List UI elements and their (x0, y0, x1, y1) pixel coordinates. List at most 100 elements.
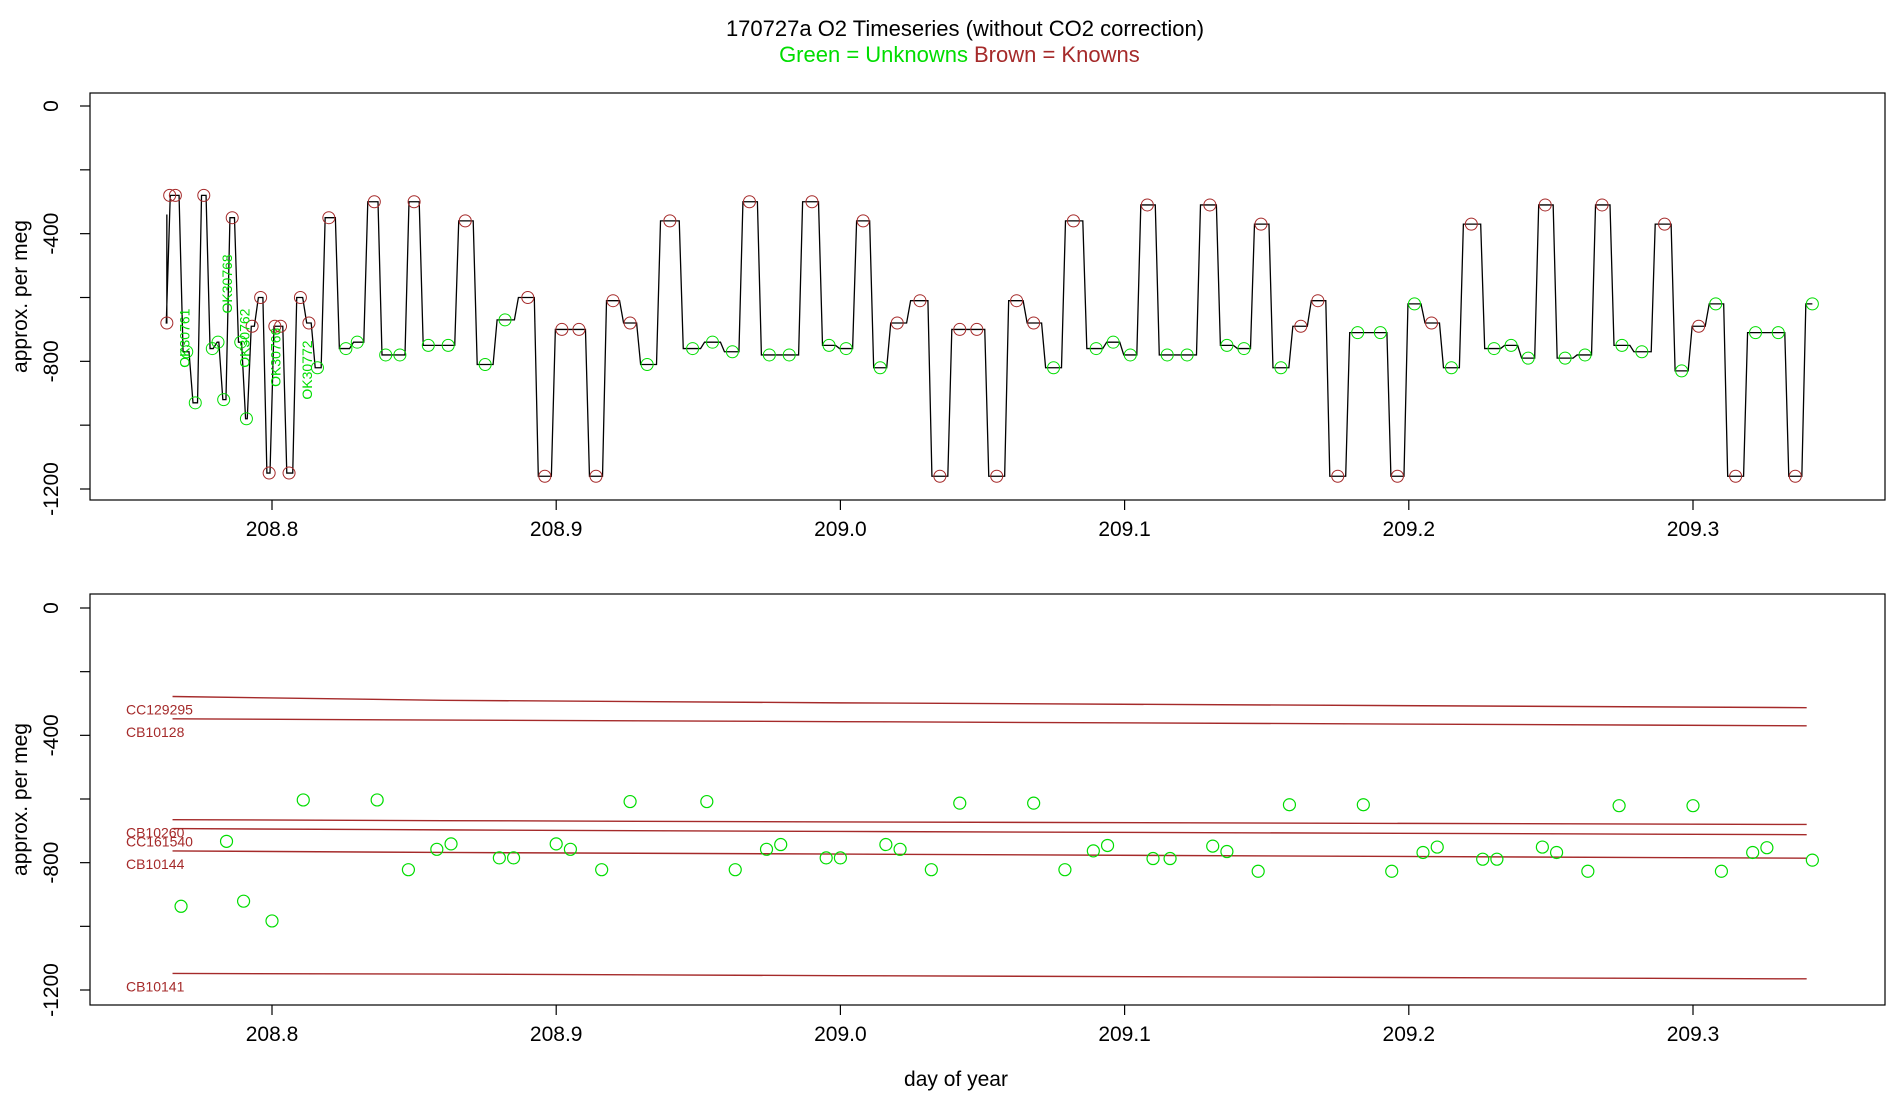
unknown-point (728, 863, 742, 877)
sample-annotation: OK30762 (236, 308, 252, 367)
bottom-knowns-panel: 208.8 208.9 209.0 209.1 209.2 209.3 0 -400 -800 -… (9, 593, 1886, 1046)
x-tick-label: 208.8 (246, 518, 299, 541)
data-point (282, 466, 296, 480)
unknown-point (296, 793, 310, 807)
standard-line (172, 695, 1807, 709)
data-point (1294, 319, 1308, 333)
data-point (421, 338, 435, 352)
unknown-point (1163, 851, 1177, 866)
data-point (822, 338, 836, 352)
data-point (606, 294, 620, 308)
standard-label: CB10128 (126, 724, 185, 740)
unknown-point (265, 914, 279, 928)
y-tick-label: 0 (40, 100, 63, 112)
data-point (1771, 326, 1785, 340)
o2-timeseries-line (165, 194, 1813, 477)
data-point (1160, 348, 1174, 362)
data-point (1464, 217, 1478, 231)
unknown-point (549, 837, 563, 851)
data-point (1331, 469, 1345, 483)
unknown-point (819, 851, 833, 865)
data-point (498, 313, 512, 327)
data-point (839, 342, 853, 356)
data-point (245, 319, 259, 333)
data-point (350, 335, 364, 349)
data-point (1595, 198, 1609, 212)
data-point (1066, 214, 1080, 228)
top-timeseries-panel: 208.8 208.9 209.0 209.1 209.2 209.3 0 -400 -800 -… (9, 92, 1886, 541)
x-tick-label: 209.0 (814, 1023, 867, 1046)
unknown-point (1220, 844, 1234, 859)
legend-unknowns: Green = Unknowns (779, 42, 968, 67)
unknown-point (759, 842, 774, 856)
data-point (458, 214, 472, 228)
unknown-point (1535, 840, 1549, 854)
data-point (1220, 338, 1234, 352)
data-point (1675, 364, 1689, 378)
data-point (990, 469, 1004, 483)
data-point (1203, 198, 1217, 212)
unknown-point (1251, 864, 1265, 878)
unknown-point (1430, 840, 1444, 854)
figure-title: 170727a O2 Timeseries (without CO2 corre… (726, 16, 1204, 41)
data-point (188, 396, 202, 410)
unknown-point (1027, 796, 1041, 810)
data-point (1140, 198, 1154, 212)
data-point (663, 214, 677, 228)
data-point (782, 348, 796, 362)
data-point (441, 338, 455, 352)
data-point (805, 195, 819, 209)
standard-line (172, 827, 1807, 836)
data-point (254, 291, 268, 304)
unknown-point (1476, 852, 1490, 866)
y-axis-label: approx. per meg (9, 220, 32, 373)
data-point (268, 319, 282, 333)
data-point (160, 316, 174, 330)
sample-annotation: OK30772 (299, 340, 315, 399)
data-point (197, 188, 211, 202)
data-point (762, 348, 776, 362)
data-point (1692, 319, 1706, 333)
data-point (1089, 342, 1103, 356)
data-point (706, 335, 720, 349)
data-point (1254, 217, 1268, 231)
data-point (211, 335, 225, 349)
x-axis-label: day of year (904, 1068, 1008, 1091)
data-point (970, 322, 984, 336)
standard-label: CC161540 (126, 834, 193, 850)
data-point (310, 361, 324, 375)
data-point (589, 469, 603, 483)
data-point (1123, 348, 1137, 362)
x-tick-label: 209.2 (1383, 518, 1436, 541)
data-point (640, 358, 654, 372)
data-point (1274, 361, 1288, 375)
data-point (1047, 361, 1061, 375)
data-point (339, 342, 353, 356)
data-point (1010, 294, 1024, 308)
unknown-point (595, 863, 609, 877)
unknown-point (430, 842, 444, 856)
data-point (293, 291, 307, 304)
x-tick-label: 208.9 (530, 518, 583, 541)
data-point (856, 214, 870, 228)
data-point (913, 294, 927, 308)
unknown-point (879, 837, 893, 852)
unknown-point (893, 842, 907, 856)
y-tick-label: -800 (40, 340, 63, 382)
data-point (168, 188, 182, 202)
data-point (1390, 469, 1404, 483)
y-tick-label: -1200 (40, 462, 63, 516)
y-tick-label: -800 (40, 842, 63, 884)
data-point (521, 291, 535, 304)
sample-annotation: OK30766 (268, 327, 284, 386)
data-point (1444, 361, 1458, 375)
data-point (572, 322, 586, 336)
data-point (302, 316, 316, 330)
unknown-point (1760, 841, 1774, 855)
data-point (1487, 342, 1501, 356)
data-point (379, 348, 393, 362)
data-point (217, 393, 231, 407)
unknown-point (953, 796, 967, 810)
unknown-point (774, 837, 788, 852)
data-point (1521, 351, 1535, 365)
